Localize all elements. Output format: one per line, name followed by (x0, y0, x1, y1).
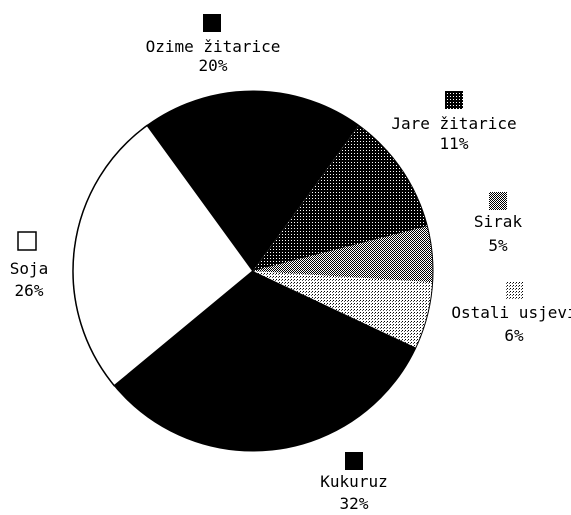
pie-slices (72, 90, 434, 452)
slice-label: Kukuruz (320, 472, 387, 491)
slice-percent-label: 32% (340, 494, 369, 513)
slice-percent-label: 20% (199, 56, 228, 75)
slice-label: Soja (10, 259, 49, 278)
slice-label: Jare žitarice (391, 114, 516, 133)
legend-swatch (506, 281, 524, 299)
slice-percent-label: 11% (440, 134, 469, 153)
legend-swatch (203, 14, 221, 32)
pie-slice-kukuruz (114, 271, 416, 452)
legend-swatch (17, 231, 37, 251)
slice-label: Ozime žitarice (146, 37, 281, 56)
slice-percent-label: 6% (504, 326, 524, 345)
pie-slice-jare-itarice (253, 125, 428, 271)
pie-slice-ostali-usjevi (253, 271, 433, 348)
legend-swatch (445, 91, 463, 109)
pie-outline (72, 90, 434, 452)
pie-slice-sirak (253, 226, 433, 283)
legend-swatch (489, 192, 507, 210)
slice-label: Ostali usjevi (451, 303, 571, 322)
slice-percent-label: 5% (488, 236, 508, 255)
pie-slice-ozime-itarice (147, 91, 359, 271)
legend-swatch (345, 452, 363, 470)
slice-label: Sirak (474, 212, 523, 231)
slice-percent-label: 26% (15, 281, 44, 300)
